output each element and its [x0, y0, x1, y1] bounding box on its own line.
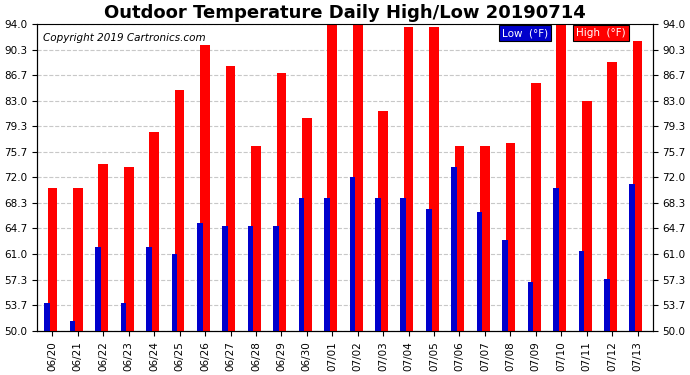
Bar	[350, 177, 355, 331]
Bar	[633, 41, 642, 331]
Bar	[528, 282, 533, 331]
Title: Outdoor Temperature Daily High/Low 20190714: Outdoor Temperature Daily High/Low 20190…	[104, 4, 586, 22]
Bar	[451, 167, 457, 331]
Bar	[324, 198, 330, 331]
Bar	[222, 226, 228, 331]
Bar	[506, 142, 515, 331]
Bar	[582, 100, 591, 331]
Bar	[302, 118, 312, 331]
Bar	[73, 188, 83, 331]
Bar	[149, 132, 159, 331]
Bar	[121, 303, 126, 331]
Bar	[502, 240, 508, 331]
Bar	[455, 146, 464, 331]
Bar	[70, 321, 75, 331]
Bar	[426, 209, 431, 331]
Bar	[378, 111, 388, 331]
Bar	[48, 188, 57, 331]
Text: High  (°F): High (°F)	[576, 28, 626, 38]
Bar	[124, 167, 134, 331]
Bar	[477, 212, 482, 331]
Bar	[146, 248, 152, 331]
Bar	[44, 303, 50, 331]
Bar	[277, 73, 286, 331]
Bar	[353, 17, 362, 331]
Bar	[226, 66, 235, 331]
Bar	[175, 90, 184, 331]
Bar	[248, 226, 253, 331]
Bar	[429, 27, 439, 331]
Bar	[400, 198, 406, 331]
Bar	[404, 27, 413, 331]
Bar	[629, 184, 635, 331]
Bar	[579, 251, 584, 331]
Text: Copyright 2019 Cartronics.com: Copyright 2019 Cartronics.com	[43, 33, 206, 43]
Bar	[604, 279, 610, 331]
Bar	[328, 24, 337, 331]
Bar	[375, 198, 381, 331]
Bar	[480, 146, 490, 331]
Bar	[172, 254, 177, 331]
Bar	[99, 164, 108, 331]
Bar	[200, 45, 210, 331]
Bar	[553, 188, 559, 331]
Bar	[556, 17, 566, 331]
Bar	[251, 146, 261, 331]
Bar	[95, 248, 101, 331]
Bar	[197, 223, 203, 331]
Text: Low  (°F): Low (°F)	[502, 28, 548, 38]
Bar	[531, 83, 541, 331]
Bar	[273, 226, 279, 331]
Bar	[607, 62, 617, 331]
Bar	[299, 198, 304, 331]
